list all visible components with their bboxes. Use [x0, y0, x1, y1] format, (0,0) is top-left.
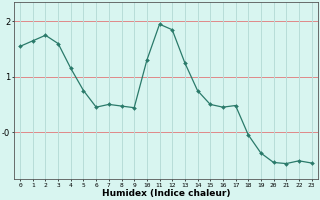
X-axis label: Humidex (Indice chaleur): Humidex (Indice chaleur): [102, 189, 230, 198]
